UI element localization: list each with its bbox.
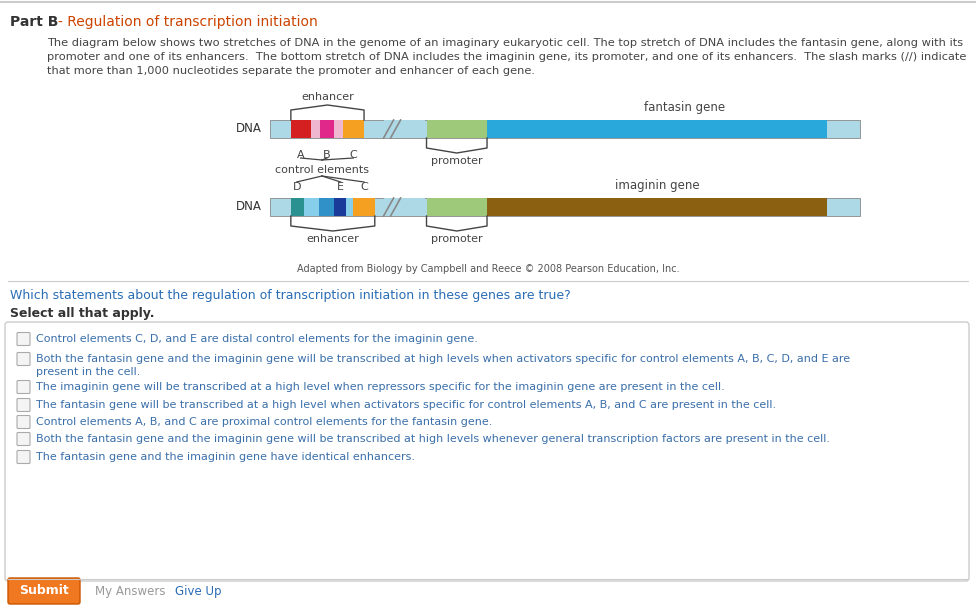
Bar [319,198,334,216]
Text: fantasin gene: fantasin gene [644,101,725,114]
Text: Select all that apply.: Select all that apply. [10,307,154,320]
FancyBboxPatch shape [17,432,30,445]
Bar [304,198,319,216]
Bar [427,120,487,138]
Text: Submit: Submit [20,584,69,598]
Bar [343,120,364,138]
Text: DNA: DNA [236,123,262,135]
Text: Control elements C, D, and E are distal control elements for the imaginin gene.: Control elements C, D, and E are distal … [36,334,478,344]
Text: The fantasin gene will be transcribed at a high level when activators specific f: The fantasin gene will be transcribed at… [36,400,776,410]
Bar [384,198,425,216]
Bar [320,120,334,138]
Bar [291,120,311,138]
Text: present in the cell.: present in the cell. [36,367,141,377]
Text: E: E [337,182,345,192]
Bar [291,198,304,216]
Text: Adapted from Biology by Campbell and Reece © 2008 Pearson Education, Inc.: Adapted from Biology by Campbell and Ree… [297,264,679,274]
Text: C: C [360,182,368,192]
Text: The diagram below shows two stretches of DNA in the genome of an imaginary eukar: The diagram below shows two stretches of… [47,38,963,48]
Text: The imaginin gene will be transcribed at a high level when repressors specific f: The imaginin gene will be transcribed at… [36,382,725,392]
Text: My Answers: My Answers [95,584,166,598]
Text: C: C [349,150,357,160]
Text: A: A [297,150,305,160]
Text: promoter: promoter [431,156,482,166]
Text: enhancer: enhancer [306,234,359,244]
Text: D: D [293,182,301,192]
FancyBboxPatch shape [17,398,30,412]
Bar [427,198,487,216]
Bar [346,198,353,216]
FancyBboxPatch shape [5,322,969,581]
Bar [334,198,346,216]
Text: enhancer: enhancer [301,92,354,102]
FancyBboxPatch shape [8,578,80,604]
FancyBboxPatch shape [17,381,30,393]
FancyBboxPatch shape [17,451,30,464]
FancyBboxPatch shape [17,332,30,345]
Text: Which statements about the regulation of transcription initiation in these genes: Which statements about the regulation of… [10,289,571,302]
Bar [311,120,320,138]
Bar [270,198,860,216]
FancyBboxPatch shape [17,415,30,428]
Text: promoter: promoter [431,234,482,244]
Text: DNA: DNA [236,201,262,213]
Text: Give Up: Give Up [175,584,222,598]
Text: control elements: control elements [275,165,369,175]
Bar [384,120,425,138]
Text: imaginin gene: imaginin gene [615,179,700,192]
Text: Both the fantasin gene and the imaginin gene will be transcribed at high levels : Both the fantasin gene and the imaginin … [36,434,830,444]
Text: - Regulation of transcription initiation: - Regulation of transcription initiation [58,15,318,29]
Text: Both the fantasin gene and the imaginin gene will be transcribed at high levels : Both the fantasin gene and the imaginin … [36,354,850,364]
Bar [487,120,827,138]
Text: that more than 1,000 nucleotides separate the promoter and enhancer of each gene: that more than 1,000 nucleotides separat… [47,66,535,76]
Text: The fantasin gene and the imaginin gene have identical enhancers.: The fantasin gene and the imaginin gene … [36,452,415,462]
FancyBboxPatch shape [17,353,30,365]
Text: promoter and one of its enhancers.  The bottom stretch of DNA includes the imagi: promoter and one of its enhancers. The b… [47,52,966,62]
Bar [487,198,827,216]
Bar [270,120,860,138]
Bar [353,198,375,216]
Text: Control elements A, B, and C are proximal control elements for the fantasin gene: Control elements A, B, and C are proxima… [36,417,492,427]
Text: B: B [323,150,331,160]
Bar [334,120,343,138]
Text: Part B: Part B [10,15,59,29]
